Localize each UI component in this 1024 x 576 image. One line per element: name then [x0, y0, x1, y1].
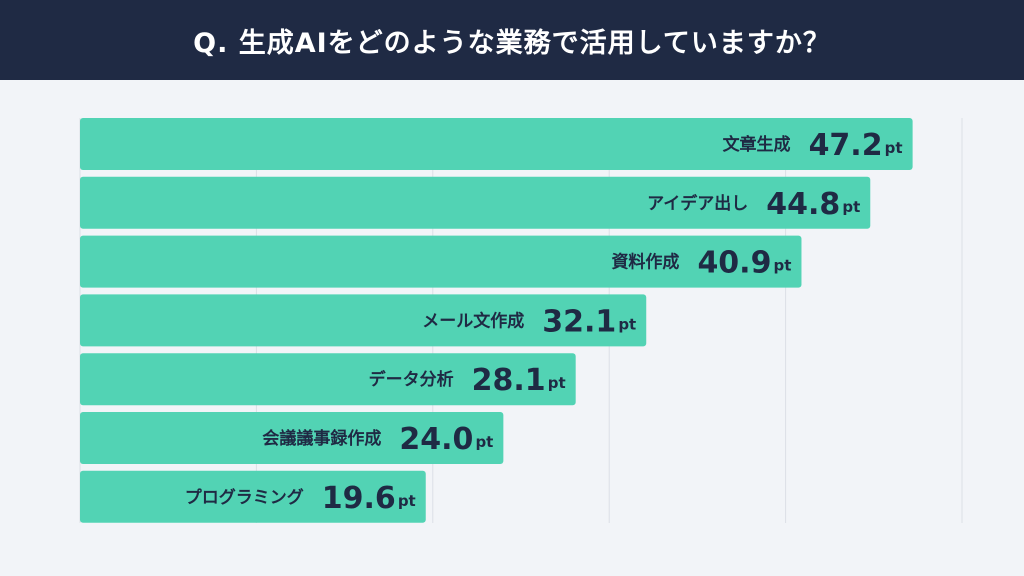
data-label: 28.1: [472, 363, 546, 398]
bar: [80, 412, 504, 464]
data-label: 24.0: [399, 422, 473, 457]
unit-label: pt: [475, 433, 493, 451]
unit-label: pt: [548, 374, 566, 392]
bar: [80, 353, 576, 406]
bar: [80, 470, 426, 523]
bar: [80, 235, 802, 288]
data-label: 19.6: [322, 481, 396, 516]
data-label: 32.1: [542, 304, 616, 339]
unit-label: pt: [398, 492, 416, 510]
category-label: データ分析: [369, 369, 454, 390]
unit-label: pt: [885, 139, 903, 157]
bar: [80, 118, 913, 170]
data-label: 44.8: [766, 187, 840, 222]
chart-title: Q. 生成AIをどのような業務で活用していますか？: [193, 27, 831, 59]
category-label: プログラミング: [185, 487, 304, 508]
unit-label: pt: [618, 315, 636, 333]
unit-label: pt: [774, 257, 792, 275]
category-label: 資料作成: [611, 252, 679, 273]
data-label: 47.2: [809, 128, 883, 163]
unit-label: pt: [842, 198, 860, 216]
bar: [80, 294, 647, 347]
header-banner: Q. 生成AIをどのような業務で活用していますか？: [0, 0, 1024, 80]
category-label: メール文作成: [422, 310, 524, 331]
category-label: 文章生成: [723, 134, 791, 155]
category-label: アイデア出し: [647, 193, 748, 214]
data-label: 40.9: [697, 246, 771, 281]
category-label: 会議議事録作成: [262, 428, 381, 449]
bar: [80, 176, 871, 229]
